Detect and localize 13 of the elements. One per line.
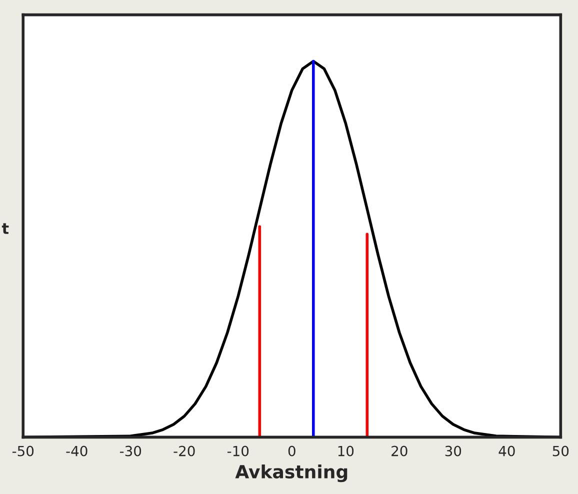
x-tick-label: 10 <box>338 446 354 456</box>
x-tick-label: -50 <box>12 446 34 456</box>
x-tick-label: 0 <box>288 446 296 456</box>
x-tick-label: 50 <box>552 446 569 456</box>
x-tick-label: -20 <box>174 446 195 456</box>
x-axis-title: Avkastning <box>235 464 348 482</box>
x-tick-label: -30 <box>120 446 142 456</box>
y-axis-title: t <box>2 223 9 234</box>
x-tick-label: -10 <box>227 446 249 456</box>
x-tick-label: -40 <box>66 446 88 456</box>
x-tick-label: 40 <box>498 446 515 456</box>
x-tick-label: 20 <box>392 446 408 456</box>
x-tick-label: 30 <box>445 446 462 456</box>
